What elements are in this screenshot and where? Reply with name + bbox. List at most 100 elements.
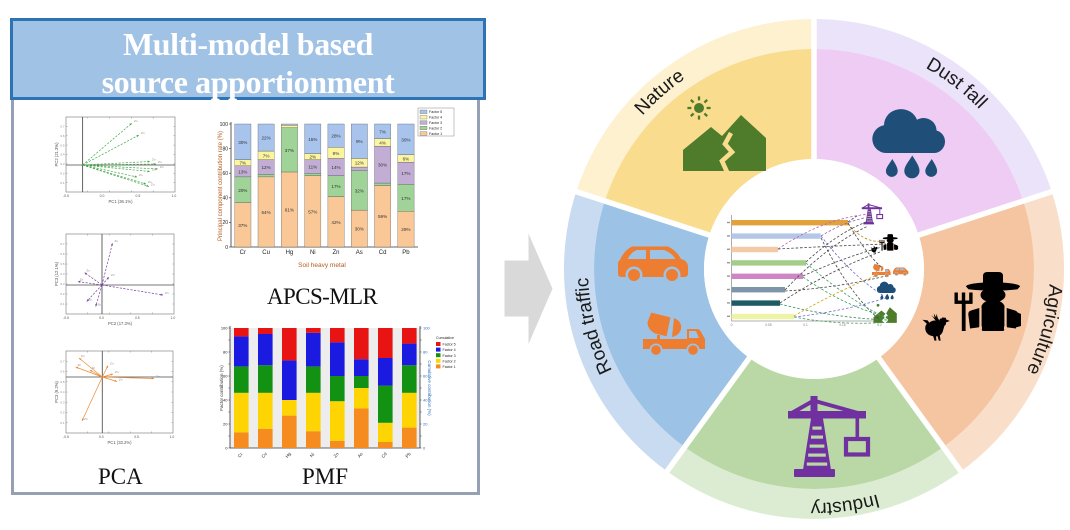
svg-text:0.3: 0.3 xyxy=(60,400,65,404)
svg-text:0.3: 0.3 xyxy=(60,282,65,286)
svg-text:11%: 11% xyxy=(308,164,317,169)
svg-text:37%: 37% xyxy=(238,223,247,228)
svg-text:0.1: 0.1 xyxy=(803,323,808,327)
svg-text:7%: 7% xyxy=(239,161,246,166)
svg-text:PC1 (33.2%): PC1 (33.2%) xyxy=(108,440,133,445)
svg-text:0.0: 0.0 xyxy=(100,194,105,198)
svg-text:Soil heavy metal: Soil heavy metal xyxy=(298,262,346,269)
svg-text:20%: 20% xyxy=(238,188,247,193)
svg-text:42%: 42% xyxy=(331,220,340,225)
svg-text:-0.5: -0.5 xyxy=(63,435,69,439)
svg-text:Factor contribution (%): Factor contribution (%) xyxy=(219,365,224,411)
svg-text:61%: 61% xyxy=(285,208,294,213)
svg-text:100: 100 xyxy=(423,326,430,331)
svg-text:17%: 17% xyxy=(401,171,410,176)
svg-text:Zn: Zn xyxy=(141,131,145,135)
svg-text:40: 40 xyxy=(223,398,228,403)
svg-text:29%: 29% xyxy=(401,227,410,232)
svg-text:30%: 30% xyxy=(378,163,387,168)
svg-text:Zn: Zn xyxy=(148,180,152,184)
svg-text:Principal component contributi: Principal component contribution rate (%… xyxy=(218,131,224,241)
svg-text:0.6: 0.6 xyxy=(60,134,65,138)
svg-text:0.6: 0.6 xyxy=(60,252,65,256)
svg-text:0.3: 0.3 xyxy=(60,162,65,166)
svg-text:As: As xyxy=(357,451,365,459)
svg-text:54%: 54% xyxy=(261,210,270,215)
svg-text:0.5: 0.5 xyxy=(134,435,139,439)
svg-text:0.6: 0.6 xyxy=(60,370,65,374)
svg-text:Cr: Cr xyxy=(237,451,244,458)
svg-text:Zn: Zn xyxy=(81,354,85,358)
svg-text:0.4: 0.4 xyxy=(60,272,65,276)
svg-text:15%: 15% xyxy=(308,137,317,142)
svg-text:Zn: Zn xyxy=(156,375,160,379)
svg-text:0: 0 xyxy=(225,245,228,251)
svg-text:32%: 32% xyxy=(355,188,364,193)
svg-text:Factor 4: Factor 4 xyxy=(443,348,456,352)
svg-text:30%: 30% xyxy=(238,140,247,145)
svg-text:1.0: 1.0 xyxy=(172,194,177,198)
svg-text:Zn: Zn xyxy=(139,173,143,177)
svg-text:0.5: 0.5 xyxy=(135,316,140,320)
svg-text:Zn: Zn xyxy=(98,303,102,307)
svg-text:9%: 9% xyxy=(356,139,363,144)
svg-text:60: 60 xyxy=(222,171,228,177)
svg-text:40: 40 xyxy=(222,196,228,202)
svg-text:1.0: 1.0 xyxy=(171,316,176,320)
svg-text:-0.5: -0.5 xyxy=(63,194,69,198)
svg-text:59%: 59% xyxy=(378,214,387,219)
svg-text:Cu: Cu xyxy=(262,250,270,256)
svg-text:Cr: Cr xyxy=(240,250,246,256)
svg-text:0.05: 0.05 xyxy=(765,323,771,327)
svg-text:13%: 13% xyxy=(238,169,247,174)
svg-text:20: 20 xyxy=(222,220,228,226)
svg-text:80: 80 xyxy=(222,146,228,152)
svg-text:30%: 30% xyxy=(401,137,410,142)
svg-text:Zn: Zn xyxy=(89,298,93,302)
svg-text:0.0: 0.0 xyxy=(99,435,104,439)
svg-text:PC2 (21.3%): PC2 (21.3%) xyxy=(54,142,59,167)
svg-text:6%: 6% xyxy=(403,156,410,161)
svg-text:0.5: 0.5 xyxy=(60,380,65,384)
svg-text:Hg: Hg xyxy=(284,451,292,459)
svg-text:0: 0 xyxy=(225,446,228,451)
svg-text:-0.5: -0.5 xyxy=(63,316,69,320)
svg-text:100: 100 xyxy=(221,326,228,331)
svg-text:0.5: 0.5 xyxy=(60,143,65,147)
svg-text:Ni: Ni xyxy=(309,452,316,458)
svg-text:0.4: 0.4 xyxy=(60,390,65,394)
svg-text:PC3 (9.2%): PC3 (9.2%) xyxy=(54,381,59,403)
svg-text:As: As xyxy=(356,250,363,256)
svg-text:0.2: 0.2 xyxy=(60,292,65,296)
svg-text:12%: 12% xyxy=(261,165,270,170)
svg-text:PC3 (12.1%): PC3 (12.1%) xyxy=(54,261,59,286)
svg-text:Zn: Zn xyxy=(152,168,156,172)
svg-text:Hg: Hg xyxy=(286,250,294,256)
svg-text:PC1 (36.1%): PC1 (36.1%) xyxy=(109,199,134,204)
svg-text:Cumulative: Cumulative xyxy=(436,336,454,340)
svg-text:0.7: 0.7 xyxy=(60,359,65,363)
svg-text:0.7: 0.7 xyxy=(60,242,65,246)
svg-text:0.1: 0.1 xyxy=(60,421,65,425)
svg-text:0: 0 xyxy=(423,446,426,451)
svg-text:0.7: 0.7 xyxy=(60,125,65,129)
svg-text:0.4: 0.4 xyxy=(60,153,65,157)
svg-text:0.2: 0.2 xyxy=(60,171,65,175)
svg-text:Zn: Zn xyxy=(151,183,155,187)
svg-text:Zn: Zn xyxy=(111,273,115,277)
svg-text:80: 80 xyxy=(423,350,428,355)
svg-text:12%: 12% xyxy=(355,161,364,166)
svg-text:Factor 5: Factor 5 xyxy=(443,343,456,347)
svg-text:20: 20 xyxy=(223,422,228,427)
svg-text:Cu: Cu xyxy=(260,451,268,459)
svg-text:Zn: Zn xyxy=(134,119,138,123)
svg-text:1.0: 1.0 xyxy=(170,435,175,439)
svg-text:Cd: Cd xyxy=(379,250,387,256)
svg-text:7%: 7% xyxy=(263,153,270,158)
svg-text:4%: 4% xyxy=(379,140,386,145)
svg-text:20: 20 xyxy=(423,422,428,427)
svg-text:57%: 57% xyxy=(308,209,317,214)
svg-text:Zn: Zn xyxy=(110,362,114,366)
svg-text:0.5: 0.5 xyxy=(136,194,141,198)
svg-text:Factor 2: Factor 2 xyxy=(443,359,456,363)
